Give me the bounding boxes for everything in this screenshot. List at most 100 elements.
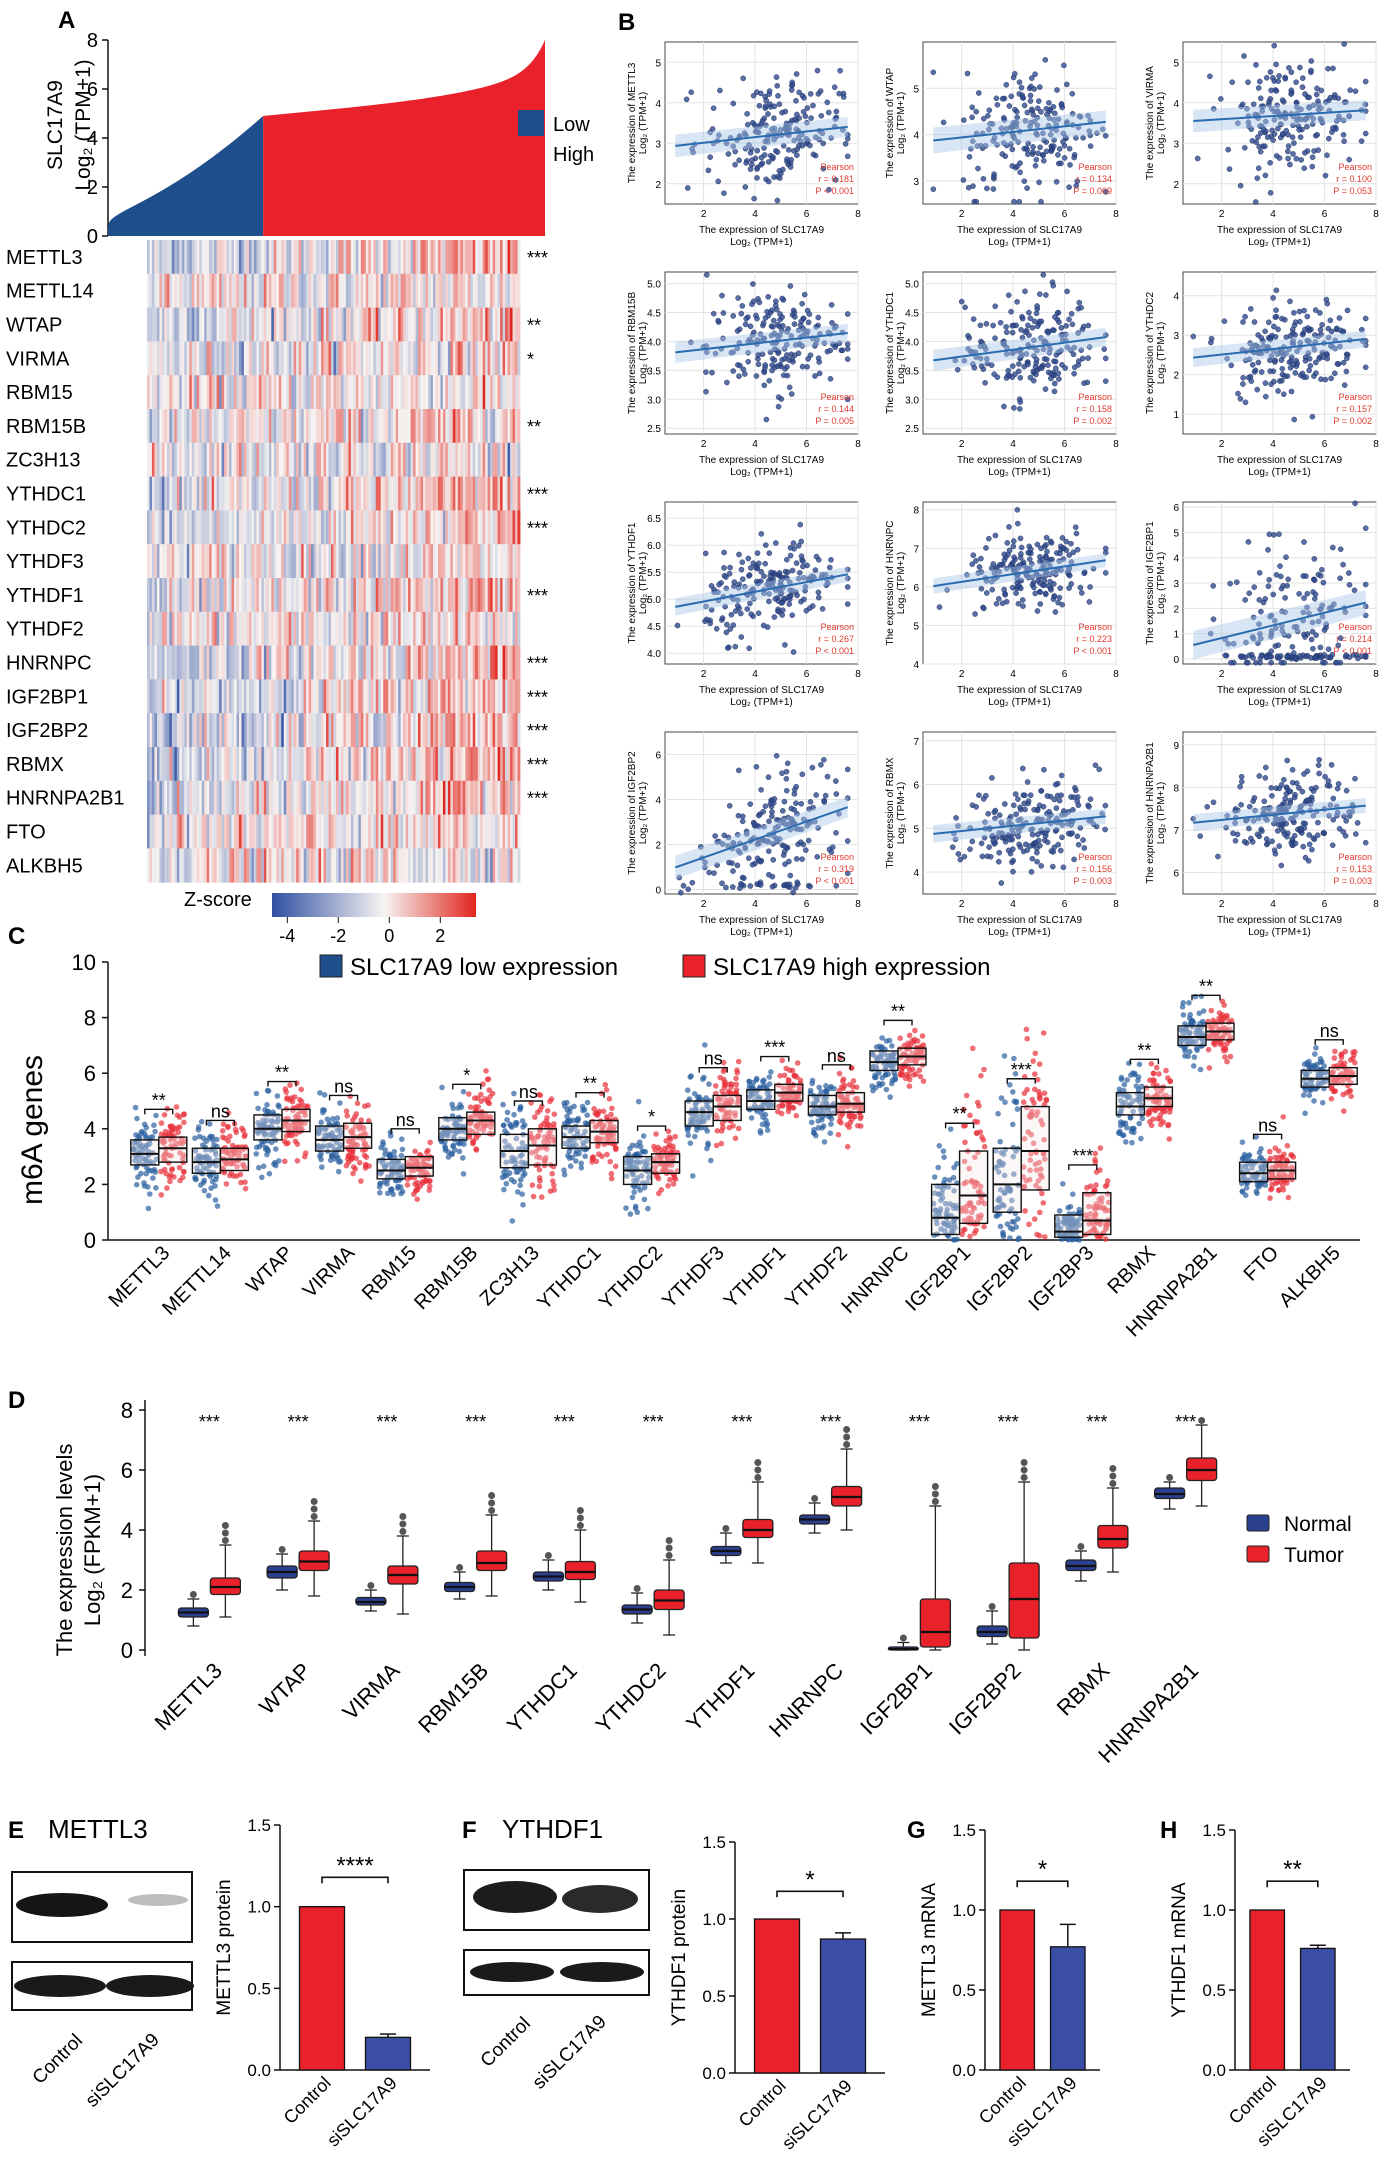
heat-cell <box>437 780 441 815</box>
heat-cell <box>206 240 210 275</box>
heat-cell <box>181 510 185 545</box>
scatter-point <box>767 573 774 579</box>
heat-cell <box>318 645 322 680</box>
heat-cell <box>283 476 287 511</box>
heat-cell <box>301 611 305 646</box>
heat-cell <box>166 240 170 275</box>
scatter-point <box>766 598 772 605</box>
heat-cell <box>261 476 265 511</box>
heat-cell <box>510 814 513 849</box>
heat-cell <box>517 578 521 613</box>
heat-cell <box>239 578 242 613</box>
scatter-point <box>1014 506 1021 513</box>
heat-cell <box>383 476 387 511</box>
heat-cell <box>243 476 247 511</box>
heat-cell <box>221 814 225 849</box>
heat-cell <box>430 814 434 849</box>
heat-cell <box>510 679 513 714</box>
scatter-point <box>844 135 851 142</box>
heat-cell <box>385 780 389 815</box>
heat-cell <box>306 476 310 511</box>
heat-cell <box>206 307 210 342</box>
heat-cell <box>390 611 394 646</box>
scatter-point <box>981 115 987 122</box>
scatter-xtick-label: 6 <box>804 669 810 680</box>
heat-cell <box>465 341 469 376</box>
heat-cell <box>154 578 158 613</box>
heat-cell <box>296 814 300 849</box>
heat-cell <box>176 578 180 613</box>
heat-cell <box>497 578 501 613</box>
scatter-point <box>806 311 813 318</box>
scatter-point <box>739 559 746 566</box>
scatter-point <box>1309 154 1316 160</box>
heat-cell <box>363 578 367 613</box>
heat-cell <box>263 341 267 376</box>
heat-cell <box>512 307 516 342</box>
heat-cell <box>502 814 506 849</box>
heat-cell <box>368 611 372 646</box>
heat-cell <box>432 341 436 376</box>
heat-cell <box>293 578 297 613</box>
heat-cell <box>301 645 305 680</box>
heat-cell <box>393 375 397 410</box>
legend-swatch-low <box>518 110 544 136</box>
scatter-point <box>1237 395 1244 402</box>
heat-cell <box>201 814 205 849</box>
heat-cell <box>199 679 203 714</box>
scatter-ylabel: The expression of YTHDC1 <box>885 292 896 415</box>
heat-cell <box>505 747 508 782</box>
heat-cell <box>490 476 494 511</box>
scatter-point <box>1028 119 1034 126</box>
heat-cell <box>370 679 374 714</box>
scatter-point <box>1258 95 1264 102</box>
heat-cell <box>418 476 421 511</box>
scatter-point <box>832 177 839 183</box>
heat-cell <box>219 645 222 680</box>
scatter-point <box>1309 628 1316 635</box>
heat-cell <box>236 848 240 883</box>
heat-cell <box>186 780 190 815</box>
scatter-point <box>1011 538 1017 544</box>
heat-cell <box>353 307 357 342</box>
heat-cell <box>278 442 282 477</box>
heat-cell <box>375 375 379 410</box>
scatter-point <box>756 560 762 567</box>
heat-cell <box>427 780 431 815</box>
pearson-p: P = 0.009 <box>1073 186 1112 196</box>
heat-cell <box>442 476 446 511</box>
scatter-xlabel: The expression of SLC17A9 <box>699 685 825 696</box>
scatter-ytick-label: 6 <box>913 583 919 594</box>
scatter-point <box>940 119 947 126</box>
heat-cell <box>221 273 225 308</box>
heat-cell <box>331 780 334 815</box>
heat-cell <box>363 442 367 477</box>
heat-cell <box>445 240 449 275</box>
scatter-point <box>1034 303 1040 309</box>
heat-cell <box>219 747 222 782</box>
heat-cell <box>432 578 436 613</box>
heat-cell <box>457 273 461 308</box>
heat-cell <box>156 307 160 342</box>
heat-cell <box>487 240 491 275</box>
heat-row-label: HNRNPC <box>6 653 92 675</box>
heat-cell <box>156 442 160 477</box>
heat-cell <box>199 848 203 883</box>
heat-cell <box>281 409 285 444</box>
heat-cell <box>485 679 489 714</box>
heat-cell <box>221 544 225 579</box>
heat-cell <box>159 341 163 376</box>
heat-cell <box>298 442 302 477</box>
heat-cell <box>517 476 521 511</box>
heat-cell <box>355 307 359 342</box>
heat-cell <box>219 544 222 579</box>
heat-cell <box>169 341 173 376</box>
heat-cell <box>447 442 451 477</box>
scatter-point <box>1330 125 1336 131</box>
heat-cell <box>191 713 195 748</box>
heat-cell <box>442 747 446 782</box>
heat-cell <box>316 240 319 275</box>
heat-cell <box>388 307 392 342</box>
scatter-xlabel-unit: Log₂ (TPM+1) <box>1248 237 1311 248</box>
heat-cell <box>199 341 203 376</box>
